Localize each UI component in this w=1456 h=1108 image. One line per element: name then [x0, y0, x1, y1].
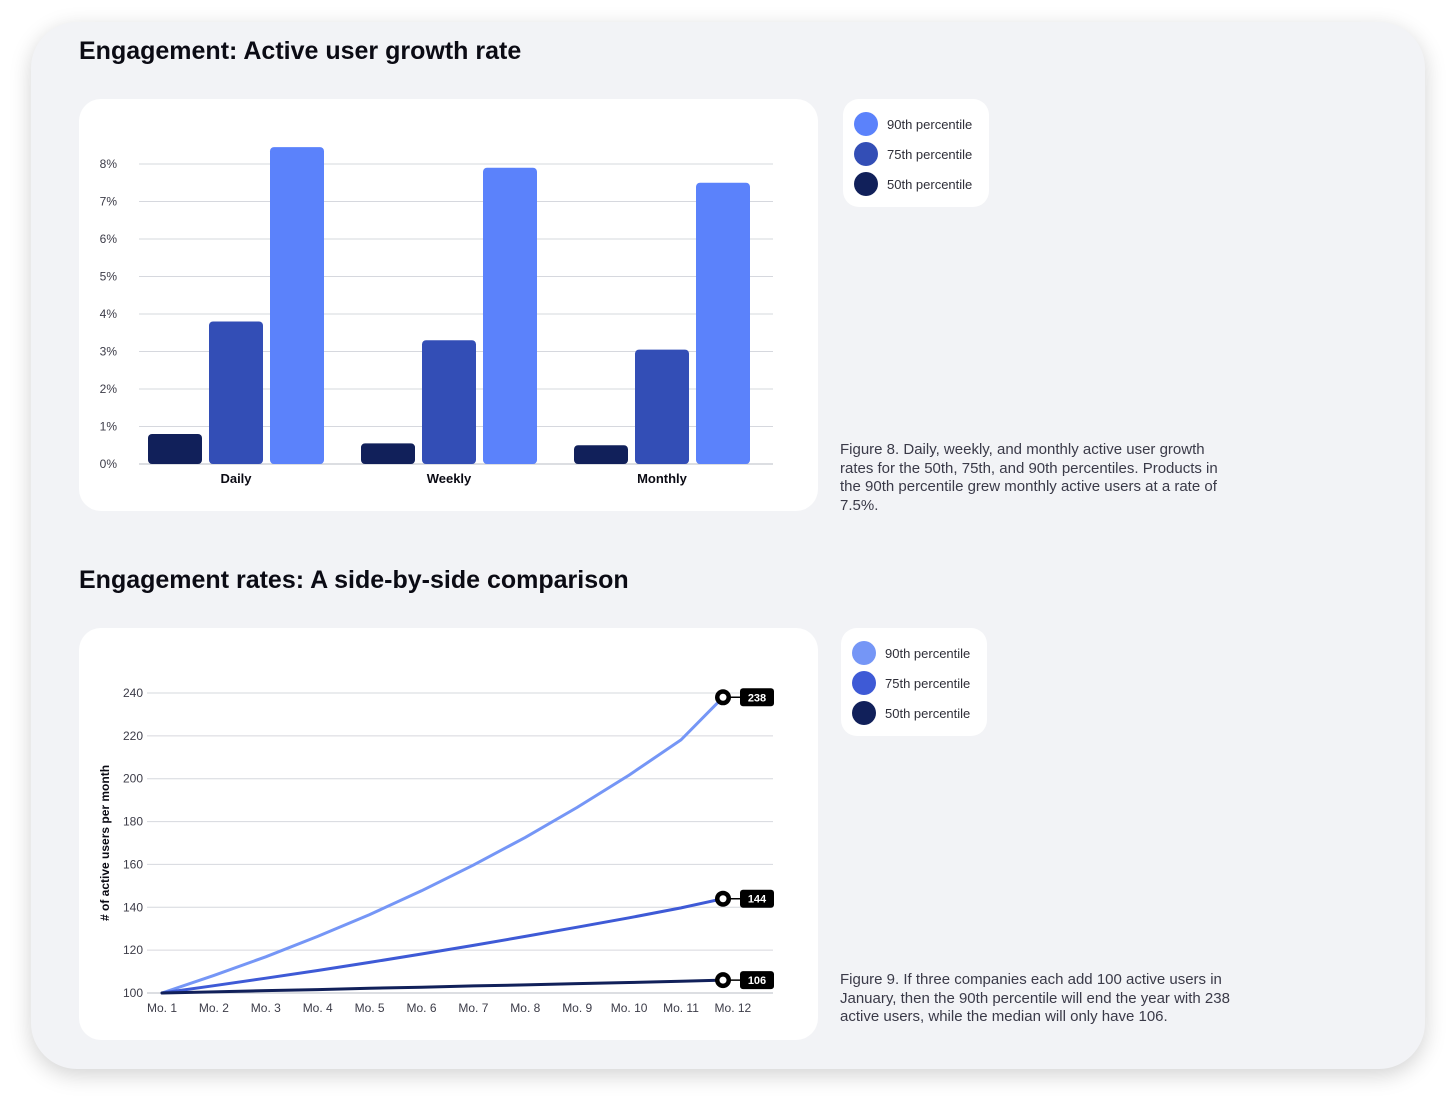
- y-tick-label: 2%: [100, 382, 118, 396]
- legend-swatch-50th: [852, 701, 876, 725]
- legend-label-75th: 75th percentile: [887, 146, 973, 162]
- line-chart-legend: 90th percentile 75th percentile 50th per…: [841, 628, 987, 736]
- bar-monthly-2: [696, 182, 750, 464]
- legend-label-90th: 90th percentile: [885, 645, 971, 661]
- x-tick-label: Mo. 3: [251, 1001, 281, 1015]
- x-tick-label: Mo. 10: [611, 1001, 648, 1015]
- y-tick-label: 200: [123, 772, 143, 786]
- y-tick-label: 240: [123, 686, 143, 700]
- x-tick-label: Mo. 5: [355, 1001, 385, 1015]
- y-tick-label: 100: [123, 986, 143, 1000]
- y-tick-label: 6%: [100, 232, 118, 246]
- legend-swatch-75th: [854, 142, 878, 166]
- legend-label-75th: 75th percentile: [885, 675, 971, 691]
- legend-item-90th: 90th percentile: [852, 638, 987, 668]
- bar-chart-title: Engagement: Active user growth rate: [79, 37, 522, 65]
- bar-monthly-0: [574, 445, 628, 464]
- y-tick-label: 3%: [100, 345, 118, 359]
- bar-daily-1: [209, 321, 263, 464]
- legend-swatch-50th: [854, 172, 878, 196]
- figure-8-caption: Figure 8. Daily, weekly, and monthly act…: [840, 441, 1218, 515]
- y-tick-label: 5%: [100, 270, 118, 284]
- bar-daily-2: [270, 147, 324, 464]
- bar-chart: 0% 1% 2% 3% 4% 5% 6% 7% 8% Daily Weekly Monthly: [100, 147, 773, 486]
- end-marker-center: [719, 976, 727, 984]
- y-tick-label: 0%: [100, 457, 118, 471]
- series-line-2: [160, 978, 725, 995]
- legend-swatch-75th: [852, 671, 876, 695]
- bar-chart-card: 0% 1% 2% 3% 4% 5% 6% 7% 8% Daily Weekly Monthly: [79, 99, 818, 511]
- y-tick-label: 7%: [100, 195, 118, 209]
- x-tick-label: Mo. 11: [663, 1001, 699, 1015]
- end-marker-center: [719, 895, 727, 903]
- x-category-label: Daily: [220, 471, 252, 486]
- legend-swatch-90th: [852, 641, 876, 665]
- bar-weekly-1: [422, 340, 476, 464]
- series-line-1: [160, 897, 725, 995]
- end-label-box: [740, 971, 774, 990]
- legend-label-50th: 50th percentile: [885, 705, 971, 721]
- x-tick-label: Mo. 2: [199, 1001, 229, 1015]
- bar-weekly-2: [483, 167, 537, 464]
- end-label-box: [740, 889, 774, 908]
- legend-label-50th: 50th percentile: [887, 176, 973, 192]
- y-tick-label: 4%: [100, 307, 118, 321]
- x-tick-label: Mo. 9: [562, 1001, 592, 1015]
- y-tick-label: 160: [123, 857, 143, 871]
- x-category-label: Weekly: [427, 471, 472, 486]
- x-tick-label: Mo. 8: [510, 1001, 540, 1015]
- end-label: 106: [748, 975, 766, 987]
- legend-item-50th: 50th percentile: [854, 169, 989, 199]
- end-label: 144: [748, 894, 767, 906]
- y-tick-label: 220: [123, 729, 143, 743]
- y-tick-label: 1%: [100, 420, 118, 434]
- x-tick-label: Mo. 1: [147, 1001, 177, 1015]
- line-chart-title: Engagement rates: A side-by-side compari…: [79, 566, 629, 594]
- line-chart: 100 120 140 160 180 200 220 240 Mo. 1 Mo. 2 Mo. 3 M…: [98, 686, 774, 1015]
- y-tick-label: 8%: [100, 157, 118, 171]
- x-tick-label: Mo. 7: [458, 1001, 488, 1015]
- end-label: 238: [748, 692, 766, 704]
- y-axis-title: # of active users per month: [98, 765, 112, 921]
- legend-item-75th: 75th percentile: [852, 668, 987, 698]
- y-tick-label: 140: [123, 900, 143, 914]
- end-label-box: [740, 688, 774, 707]
- legend-swatch-90th: [854, 112, 878, 136]
- x-tick-label: Mo. 12: [715, 1001, 752, 1015]
- x-category-label: Monthly: [637, 471, 688, 486]
- legend-label-90th: 90th percentile: [887, 116, 973, 132]
- bar-weekly-0: [361, 443, 415, 464]
- y-tick-label: 180: [123, 815, 143, 829]
- end-marker-center: [719, 693, 727, 701]
- bar-daily-0: [148, 434, 202, 464]
- y-tick-label: 120: [123, 943, 143, 957]
- figure-9-caption: Figure 9. If three companies each add 10…: [840, 971, 1230, 1026]
- legend-item-90th: 90th percentile: [854, 109, 989, 139]
- bar-chart-legend: 90th percentile 75th percentile 50th per…: [843, 99, 989, 207]
- x-tick-label: Mo. 4: [303, 1001, 333, 1015]
- x-tick-label: Mo. 6: [406, 1001, 436, 1015]
- legend-item-75th: 75th percentile: [854, 139, 989, 169]
- legend-item-50th: 50th percentile: [852, 698, 987, 728]
- bar-monthly-1: [635, 349, 689, 464]
- series-line-0: [160, 695, 725, 995]
- line-chart-card: 100 120 140 160 180 200 220 240 Mo. 1 Mo. 2 Mo. 3 M…: [79, 628, 818, 1040]
